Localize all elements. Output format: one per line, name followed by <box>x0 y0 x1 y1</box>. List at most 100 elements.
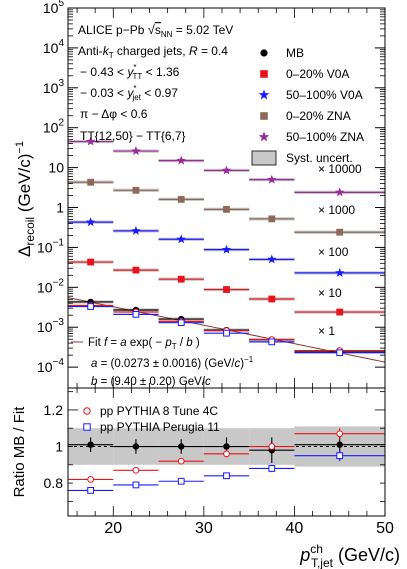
x-tick-label: 20 <box>104 520 122 537</box>
legend-label-0-20-zna: 0–20% ZNA <box>286 109 351 123</box>
ratio-point-pp-pythia-perugia-11 <box>132 481 140 489</box>
fit-param-a: a = (0.0273 ± 0.0016) (GeV/c)−1 <box>91 355 254 370</box>
data-point-0-20-zna <box>223 205 230 213</box>
data-point-0-20-zna <box>177 195 185 203</box>
ratio-legend-label-pp-pythia-perugia-11: pp PYTHIA Perugia 11 <box>100 420 220 434</box>
upper-y-axis: 10−4 10−3 10−2 10−1 1 10 102 103 104 105 <box>37 0 385 375</box>
legend-marker-mb <box>260 49 268 57</box>
legend-marker-50-100-v0a <box>258 89 270 100</box>
legend-marker-0-20-zna <box>260 112 268 120</box>
ratio-legend-item-pp-pythia-8-tune-4c: pp PYTHIA 8 Tune 4C <box>83 404 218 418</box>
ratio-point-pp-pythia-8-tune-4c <box>87 476 95 483</box>
ratio-point-pp-pythia-8-tune-4c <box>177 457 185 465</box>
ratio-legend-marker-pp-pythia-8-tune-4c <box>83 407 91 415</box>
legend-item-50-100-v0a: 50–100% V0A <box>258 88 363 102</box>
data-point-0-20-zna <box>87 178 95 186</box>
ratio-point-pp-pythia-8-tune-4c <box>268 443 276 450</box>
annotation-system: ALICE p−Pb √sNN = 5.02 TeV <box>78 22 233 39</box>
data-point-pp-pythia-perugia-11 <box>177 319 185 327</box>
scale-label-1: × 1000 <box>318 203 355 217</box>
data-point-50-100-v0a <box>221 244 232 254</box>
x-tick-label: 40 <box>286 520 304 537</box>
legend-label-50-100-v0a: 50–100% V0A <box>286 88 363 102</box>
data-point-pp-pythia-perugia-11 <box>87 303 95 310</box>
ratio-point-pp-pythia-8-tune-4c <box>223 450 230 458</box>
ratio-y-tick-label: 0.8 <box>44 475 64 491</box>
ratio-point-pp-pythia-perugia-11 <box>268 465 276 472</box>
ratio-point-pp-pythia-perugia-11 <box>177 477 185 485</box>
scale-label-0: × 10000 <box>318 162 362 176</box>
data-point-0-20-zna <box>336 228 344 236</box>
legend-label-50-100-zna: 50–100% ZNA <box>286 130 364 144</box>
x-axis-label: pch T,jet (GeV/c) <box>299 542 400 569</box>
data-point-0-20-v0a <box>177 275 185 283</box>
lower-legend: pp PYTHIA 8 Tune 4C pp PYTHIA Perugia 11 <box>83 404 220 434</box>
legend-marker-50-100-zna <box>258 131 270 142</box>
y-tick-label: 104 <box>43 38 65 56</box>
ratio-point-mb <box>336 441 343 448</box>
data-point-pp-pythia-perugia-11 <box>268 338 276 346</box>
ratio-point-pp-pythia-8-tune-4c <box>336 430 344 438</box>
annotation-dphi: π − Δφ < 0.6 <box>80 107 148 121</box>
legend-item-syst-uncert: Syst. uncert. <box>251 150 353 166</box>
data-point-50-100-zna <box>221 165 232 175</box>
legend-label-0-20-v0a: 0–20% V0A <box>286 67 349 81</box>
y-tick-label: 105 <box>43 0 65 16</box>
y-tick-label: 10−3 <box>37 317 64 335</box>
upper-legend: MB 0–20% V0A 50–100% V0A 0–20% ZNA 50–100% Z… <box>251 46 364 166</box>
ratio-point-mb <box>132 443 140 450</box>
data-point-0-20-v0a <box>87 258 95 266</box>
ratio-point-mb <box>223 443 230 450</box>
data-point-pp-pythia-perugia-11 <box>132 310 140 318</box>
ratio-legend-marker-pp-pythia-perugia-11 <box>83 423 91 431</box>
legend-marker-syst-uncert <box>251 150 277 166</box>
data-point-50-100-zna <box>335 187 345 197</box>
data-point-50-100-zna <box>176 155 186 165</box>
ratio-point-pp-pythia-perugia-11 <box>336 452 344 460</box>
data-point-pp-pythia-perugia-11 <box>336 349 344 357</box>
data-point-50-100-v0a <box>85 217 96 227</box>
y-tick-label: 10−2 <box>37 277 64 295</box>
x-tick-label: 50 <box>376 520 394 537</box>
annotation-tt: TT{12,50} − TT{6,7} <box>80 129 186 143</box>
ratio-point-pp-pythia-8-tune-4c <box>132 466 140 474</box>
lower-y-axis: 0.8 1 1.2 <box>44 391 385 502</box>
data-point-0-20-v0a <box>223 286 230 293</box>
data-point-50-100-zna <box>85 136 96 146</box>
lower-plot-frame <box>67 387 386 517</box>
data-point-pp-pythia-perugia-11 <box>223 329 230 337</box>
annotation-yjet: − 0.03 < y* jet < 0.97 <box>80 84 178 102</box>
fit-formula: Fit f = a exp( − pT / b ) <box>88 337 200 351</box>
ratio-legend-label-pp-pythia-8-tune-4c: pp PYTHIA 8 Tune 4C <box>100 404 218 418</box>
y-tick-label: 1 <box>56 200 64 216</box>
data-point-50-100-zna <box>267 174 277 184</box>
data-point-0-20-v0a <box>336 308 344 316</box>
y-tick-label: 10 <box>48 160 64 176</box>
ratio-point-pp-pythia-perugia-11 <box>223 472 230 480</box>
lower-x-axis: 20 30 40 50 <box>76 388 394 537</box>
upper-data-points <box>68 136 385 357</box>
lower-data-points <box>68 428 385 494</box>
legend-item-mb: MB <box>260 46 304 60</box>
fit-param-b: b = (9.40 ± 0.20) GeV/c <box>91 376 211 388</box>
scale-label-2: × 100 <box>318 245 349 259</box>
scale-label-4: × 1 <box>318 324 335 338</box>
lower-y-axis-label: Ratio MB / Fit <box>11 406 28 498</box>
ratio-y-tick-label: 1 <box>55 439 63 455</box>
ratio-legend-item-pp-pythia-perugia-11: pp PYTHIA Perugia 11 <box>83 420 220 434</box>
scale-factor-labels: × 10000 × 1000 × 100 × 10 × 1 <box>318 162 362 338</box>
data-point-0-20-zna <box>132 186 140 194</box>
ratio-point-pp-pythia-perugia-11 <box>87 487 95 494</box>
x-tick-label: 30 <box>195 520 213 537</box>
annotation-jets: Anti-kT charged jets, R = 0.4 <box>78 44 228 60</box>
data-point-0-20-v0a <box>132 266 140 274</box>
legend-item-50-100-zna: 50–100% ZNA <box>258 130 364 144</box>
data-point-0-20-zna <box>268 215 276 223</box>
ratio-point-mb <box>177 443 185 450</box>
data-point-50-100-v0a <box>335 267 345 277</box>
legend-item-0-20-v0a: 0–20% V0A <box>260 67 349 81</box>
legend-label-syst-uncert: Syst. uncert. <box>286 151 353 165</box>
legend-marker-0-20-v0a <box>260 70 268 78</box>
